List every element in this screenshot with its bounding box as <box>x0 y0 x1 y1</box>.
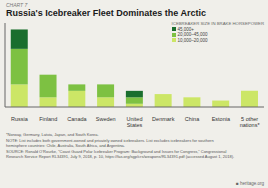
svg-text:3: 3 <box>191 130 194 131</box>
html-text:20,000–45,000: 20,000–45,000 <box>177 32 208 37</box>
html-text:ICEBREAKER SIZE IN BRAKE HORSE: ICEBREAKER SIZE IN BRAKE HORSEPOWER <box>171 21 264 26</box>
svg-text:Russia: Russia <box>11 116 29 122</box>
svg-text:5: 5 <box>248 130 251 131</box>
html-text:10,000–20,000: 10,000–20,000 <box>177 37 208 43</box>
html-text:CHART 7: CHART 7 <box>6 2 28 8</box>
svg-text:7: 7 <box>75 130 78 131</box>
svg-text:5 othernations*: 5 othernations* <box>240 116 260 128</box>
svg-text:Denmark: Denmark <box>152 116 175 122</box>
html-text:Russia's Icebreaker Fleet Domi: Russia's Icebreaker Fleet Dominates the … <box>6 8 206 18</box>
svg-text:10: 10 <box>45 130 51 131</box>
html-text:SOURCE: Ronald O’Rourke, “Coas: SOURCE: Ronald O’Rourke, “Coast Guard Po… <box>6 149 235 160</box>
svg-text:China: China <box>185 116 200 122</box>
svg-text:2: 2 <box>219 130 222 131</box>
html-text:NOTE: List includes both gover: NOTE: List includes both government-owne… <box>6 138 214 149</box>
html-text:45,000+: 45,000+ <box>177 26 194 32</box>
svg-text:Total: 46: Total: 46 <box>8 130 30 131</box>
svg-text:Finland: Finland <box>39 116 57 122</box>
svg-text:4: 4 <box>162 130 165 131</box>
html-text:*Norway, Germany, Latvia, Japa: *Norway, Germany, Latvia, Japan, and Sou… <box>6 132 99 137</box>
svg-text:7: 7 <box>104 130 107 131</box>
svg-text:5: 5 <box>133 130 136 131</box>
svg-text:Estonia: Estonia <box>212 116 231 122</box>
html-text:■ heritage.org: ■ heritage.org <box>236 181 264 186</box>
svg-text:UnitedStates: UnitedStates <box>127 116 143 128</box>
svg-text:Canada: Canada <box>67 116 87 122</box>
svg-text:Sweden: Sweden <box>96 116 116 122</box>
